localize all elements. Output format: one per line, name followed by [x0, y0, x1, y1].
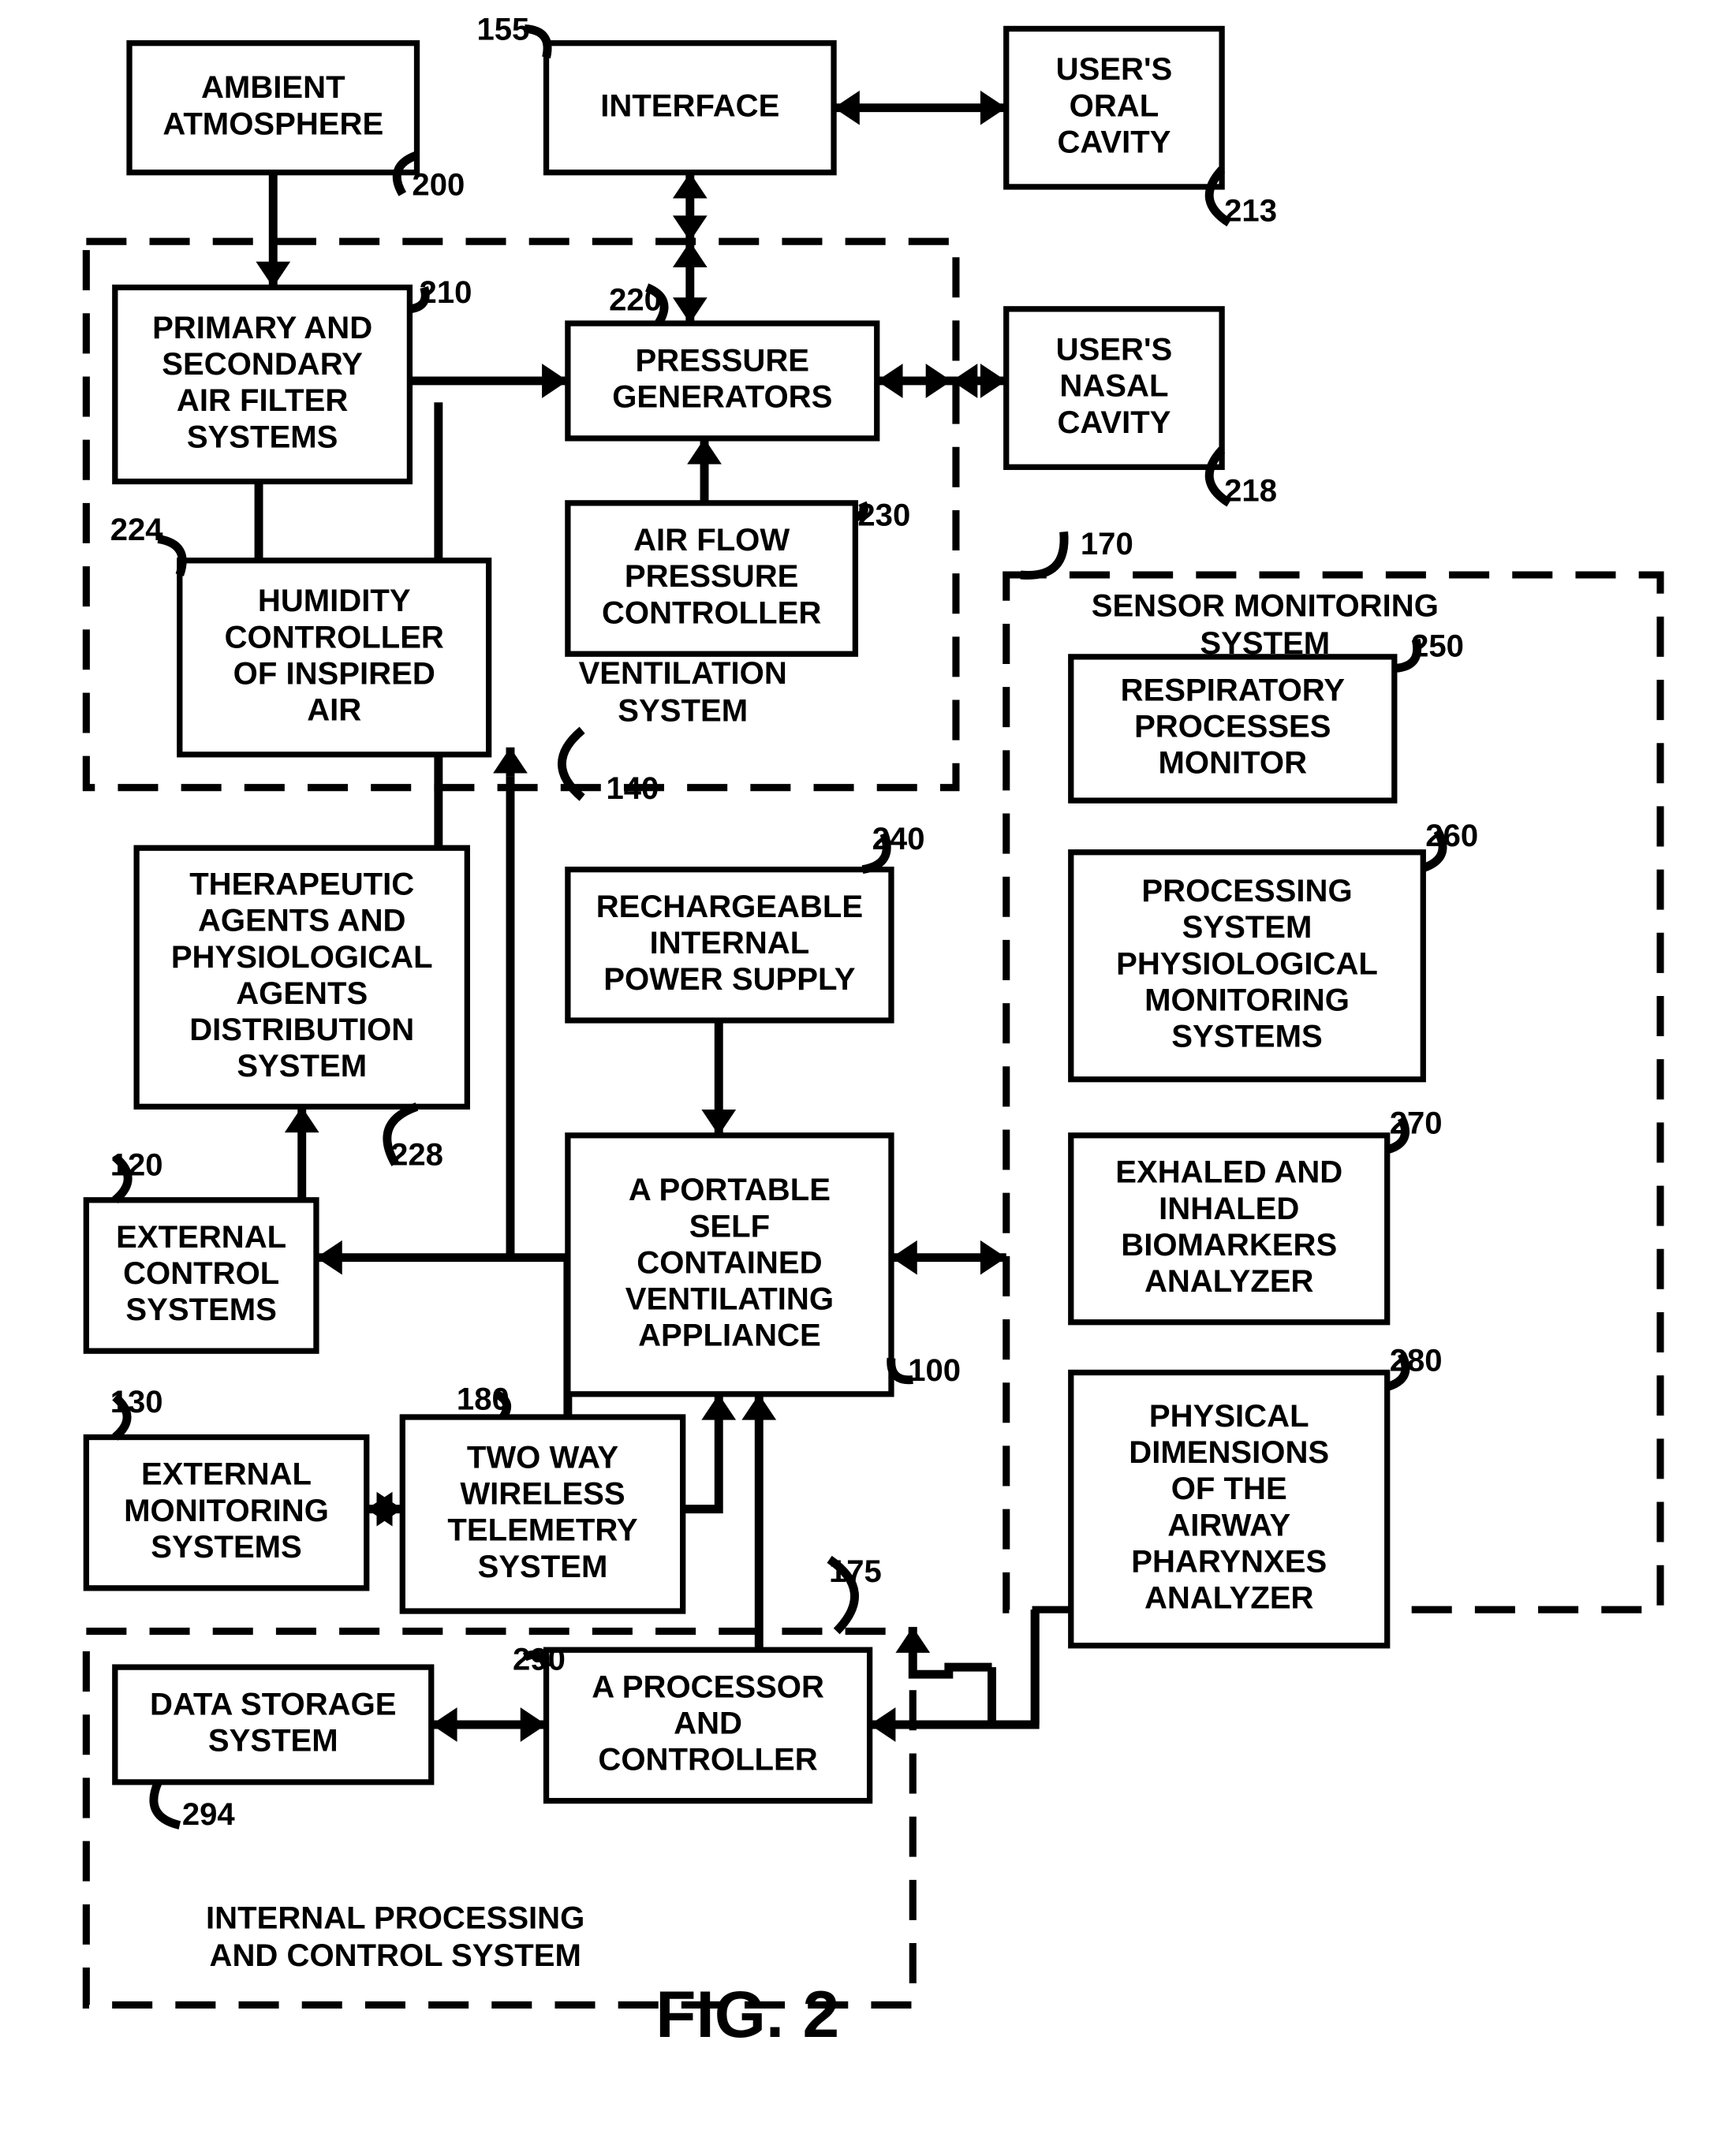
- label-text: PHYSIOLOGICAL: [171, 940, 433, 975]
- region-title: VENTILATION: [579, 656, 787, 691]
- label-text: THERAPEUTIC: [189, 867, 414, 902]
- label-text: DISTRIBUTION: [189, 1013, 414, 1047]
- label-text: SELF: [689, 1209, 770, 1244]
- label-text: USER'S: [1056, 52, 1173, 87]
- label-text: POWER SUPPLY: [603, 962, 855, 997]
- label-text: ANALYZER: [1144, 1264, 1314, 1299]
- ref-num: 228: [390, 1138, 443, 1173]
- label-text: TELEMETRY: [447, 1513, 637, 1548]
- region-title: SENSOR MONITORING: [1092, 589, 1439, 624]
- label-text: AGENTS AND: [198, 904, 405, 938]
- label-text: MONITORING: [1144, 983, 1350, 1017]
- ref-num: 240: [872, 822, 925, 856]
- ref-num: 155: [476, 13, 529, 47]
- ref-num: 130: [110, 1385, 163, 1419]
- label-text: AIRWAY: [1167, 1508, 1290, 1542]
- label-text: AIR FILTER: [177, 383, 348, 418]
- label-text: ANALYZER: [1144, 1580, 1314, 1615]
- label-text: ORAL: [1070, 88, 1159, 123]
- ref-num: 213: [1224, 193, 1277, 228]
- label-text: PRESSURE: [625, 559, 799, 594]
- label-text: SYSTEMS: [187, 420, 338, 454]
- label-text: CONTAINED: [637, 1245, 822, 1280]
- label-text: SECONDARY: [162, 347, 363, 382]
- label-text: TWO WAY: [467, 1440, 618, 1475]
- ref-num: 120: [110, 1147, 163, 1182]
- region-title: SYSTEM: [618, 694, 748, 729]
- label-text: WIRELESS: [460, 1477, 625, 1512]
- label-text: AIR: [307, 693, 361, 728]
- label-text: VENTILATING: [625, 1282, 834, 1317]
- ref-num: 200: [412, 168, 465, 203]
- label-text: PROCESSING: [1141, 874, 1352, 908]
- label-text: MONITORING: [124, 1494, 329, 1528]
- label-text: CONTROL: [123, 1256, 279, 1291]
- ref-num: 294: [182, 1797, 236, 1832]
- label-text: PHYSICAL: [1149, 1399, 1309, 1434]
- label-text: EXHALED AND: [1115, 1155, 1342, 1190]
- label-text: NASAL: [1059, 369, 1168, 404]
- label-text: PHYSIOLOGICAL: [1116, 946, 1378, 981]
- ref-num: 260: [1425, 819, 1478, 853]
- figure-label: FIG. 2: [655, 1977, 839, 2051]
- region-title: INTERNAL PROCESSING: [206, 1900, 584, 1935]
- label-text: PHARYNXES: [1131, 1544, 1327, 1579]
- ref-num: 100: [908, 1353, 961, 1388]
- label-text: SYSTEMS: [151, 1530, 302, 1565]
- label-text: SYSTEM: [208, 1724, 338, 1759]
- label-text: BIOMARKERS: [1121, 1228, 1337, 1263]
- label-text: CONTROLLER: [602, 595, 821, 630]
- label-text: EXTERNAL: [141, 1457, 312, 1492]
- ref-num: 280: [1390, 1343, 1443, 1378]
- label-text: OF THE: [1171, 1472, 1287, 1506]
- label-text: USER'S: [1056, 333, 1173, 367]
- label-text: PROCESSES: [1134, 710, 1331, 744]
- label-text: AND: [674, 1707, 742, 1741]
- label-text: GENERATORS: [612, 380, 832, 415]
- label-text: OF INSPIRED: [233, 656, 435, 691]
- ref-num: 210: [420, 275, 472, 310]
- label-text: SYSTEM: [478, 1550, 608, 1584]
- ref-num: 250: [1411, 629, 1464, 664]
- label-text: AIR FLOW: [633, 523, 790, 558]
- label-text: RECHARGEABLE: [596, 890, 863, 924]
- label-text: ATMOSPHERE: [162, 106, 383, 141]
- label-text: EXTERNAL: [116, 1220, 286, 1255]
- label-text: CAVITY: [1057, 125, 1171, 159]
- label-text: APPLIANCE: [638, 1319, 821, 1353]
- label-text: A PROCESSOR: [592, 1669, 824, 1704]
- label-text: INTERFACE: [600, 88, 779, 123]
- label-text: AGENTS: [236, 976, 368, 1011]
- label-text: HUMIDITY: [258, 584, 411, 618]
- label-text: PRIMARY AND: [152, 311, 372, 345]
- ref-num: 140: [606, 771, 659, 806]
- label-text: SYSTEMS: [1171, 1020, 1323, 1054]
- label-text: SYSTEM: [1182, 910, 1312, 945]
- ref-num: 220: [609, 282, 662, 317]
- label-text: DIMENSIONS: [1129, 1435, 1329, 1470]
- label-text: INTERNAL: [650, 926, 810, 961]
- ref-num: 175: [829, 1554, 882, 1589]
- region-title: AND CONTROL SYSTEM: [210, 1938, 581, 1973]
- ref-num: 170: [1081, 527, 1133, 561]
- ref-num: 230: [857, 498, 910, 533]
- label-text: INHALED: [1159, 1192, 1299, 1226]
- ref-num: 290: [513, 1642, 566, 1677]
- label-text: RESPIRATORY: [1121, 673, 1346, 707]
- ref-num: 218: [1224, 474, 1277, 509]
- label-text: AMBIENT: [201, 70, 345, 105]
- ref-num: 180: [457, 1382, 510, 1417]
- label-text: PRESSURE: [636, 344, 810, 379]
- ref-num: 270: [1390, 1106, 1443, 1141]
- label-text: CAVITY: [1057, 405, 1171, 440]
- label-text: CONTROLLER: [598, 1743, 817, 1777]
- label-text: A PORTABLE: [629, 1173, 831, 1207]
- ref-num: 224: [110, 513, 164, 547]
- label-text: SYSTEM: [237, 1049, 367, 1084]
- label-text: SYSTEMS: [125, 1292, 277, 1327]
- label-text: MONITOR: [1159, 746, 1308, 781]
- label-text: CONTROLLER: [225, 620, 444, 655]
- label-text: DATA STORAGE: [150, 1688, 396, 1722]
